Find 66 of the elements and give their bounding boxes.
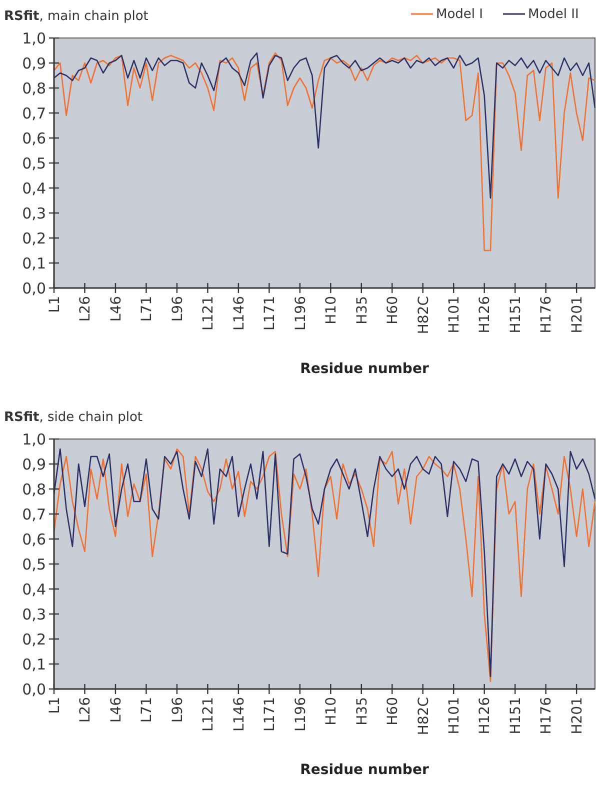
x-tick-label: L171 [262, 296, 278, 331]
x-tick-label: H35 [354, 296, 370, 324]
y-tick-label: 0,1 [22, 655, 46, 674]
y-tick-label: 0,2 [22, 630, 46, 648]
x-tick-label: H60 [385, 697, 402, 726]
x-tick-label: H126 [477, 296, 494, 334]
y-tick-label: 0,2 [22, 229, 46, 248]
y-tick-label: 0,7 [22, 505, 46, 524]
x-tick-label: H10 [324, 697, 340, 726]
y-tick-label: 0,9 [22, 54, 46, 72]
line-series [53, 52, 596, 199]
x-tick-label: H126 [477, 696, 494, 734]
legend-label: Model II [528, 7, 579, 22]
y-tick-label: 0,4 [22, 580, 46, 598]
x-tick-label: L196 [292, 296, 309, 331]
x-tick-label: L26 [78, 296, 94, 322]
x-tick-label: H176 [538, 296, 555, 334]
x-tick-label: L171 [262, 697, 278, 732]
x-tick-label: L196 [292, 696, 309, 732]
x-tick-label: L96 [170, 696, 186, 723]
x-axis-title: Residue number [300, 361, 429, 377]
y-tick-label: 0,1 [22, 254, 46, 272]
x-tick-label: H82C [416, 696, 432, 736]
y-tick-label: 0,0 [22, 279, 46, 298]
y-tick-label: 0,8 [22, 480, 46, 498]
x-tick-label: L146 [231, 296, 248, 331]
x-tick-label: L96 [170, 296, 186, 322]
y-tick-label: 0,5 [22, 555, 46, 574]
x-axis-title: Residue number [300, 762, 429, 778]
x-tick-label: H176 [538, 696, 555, 734]
x-tick-label: L26 [78, 696, 94, 723]
x-tick-label: H201 [569, 296, 586, 334]
x-tick-label: H151 [508, 697, 524, 734]
x-tick-label: H60 [385, 296, 402, 324]
x-tick-label: H151 [508, 296, 524, 334]
x-tick-label: L146 [231, 696, 248, 732]
legend-label: Model I [436, 7, 483, 22]
x-tick-label: L46 [108, 296, 124, 322]
y-tick-label: 0,0 [22, 680, 46, 698]
y-tick-label: 0,3 [22, 605, 46, 624]
x-tick-label: H101 [446, 697, 462, 734]
y-tick-label: 0,5 [22, 154, 46, 172]
x-tick-label: L46 [108, 696, 124, 723]
x-tick-label: H82C [416, 296, 432, 334]
x-tick-label: L121 [200, 697, 217, 732]
y-tick-label: 0,8 [22, 79, 46, 98]
y-tick-label: 0,6 [22, 530, 46, 548]
y-tick-label: 1,0 [22, 430, 46, 448]
y-tick-label: 0,3 [22, 204, 46, 222]
x-tick-label: L71 [139, 697, 156, 723]
chart-title: RSfit, main chain plot [4, 9, 148, 24]
y-tick-label: 0,4 [22, 179, 46, 198]
x-tick-label: H101 [446, 296, 462, 334]
x-tick-label: L1 [46, 697, 63, 714]
x-tick-label: H10 [324, 296, 340, 324]
x-tick-label: L71 [139, 296, 156, 322]
line-series [53, 52, 596, 252]
chart-title: RSfit, side chain plot [4, 410, 143, 425]
x-tick-label: H201 [569, 697, 586, 734]
x-tick-label: H35 [354, 697, 370, 726]
x-tick-label: L1 [46, 296, 63, 313]
y-tick-label: 0,6 [22, 129, 46, 148]
y-tick-label: 0,9 [22, 455, 46, 474]
y-tick-label: 0,7 [22, 104, 46, 122]
x-tick-label: L121 [200, 296, 217, 331]
y-tick-label: 1,0 [22, 29, 46, 48]
